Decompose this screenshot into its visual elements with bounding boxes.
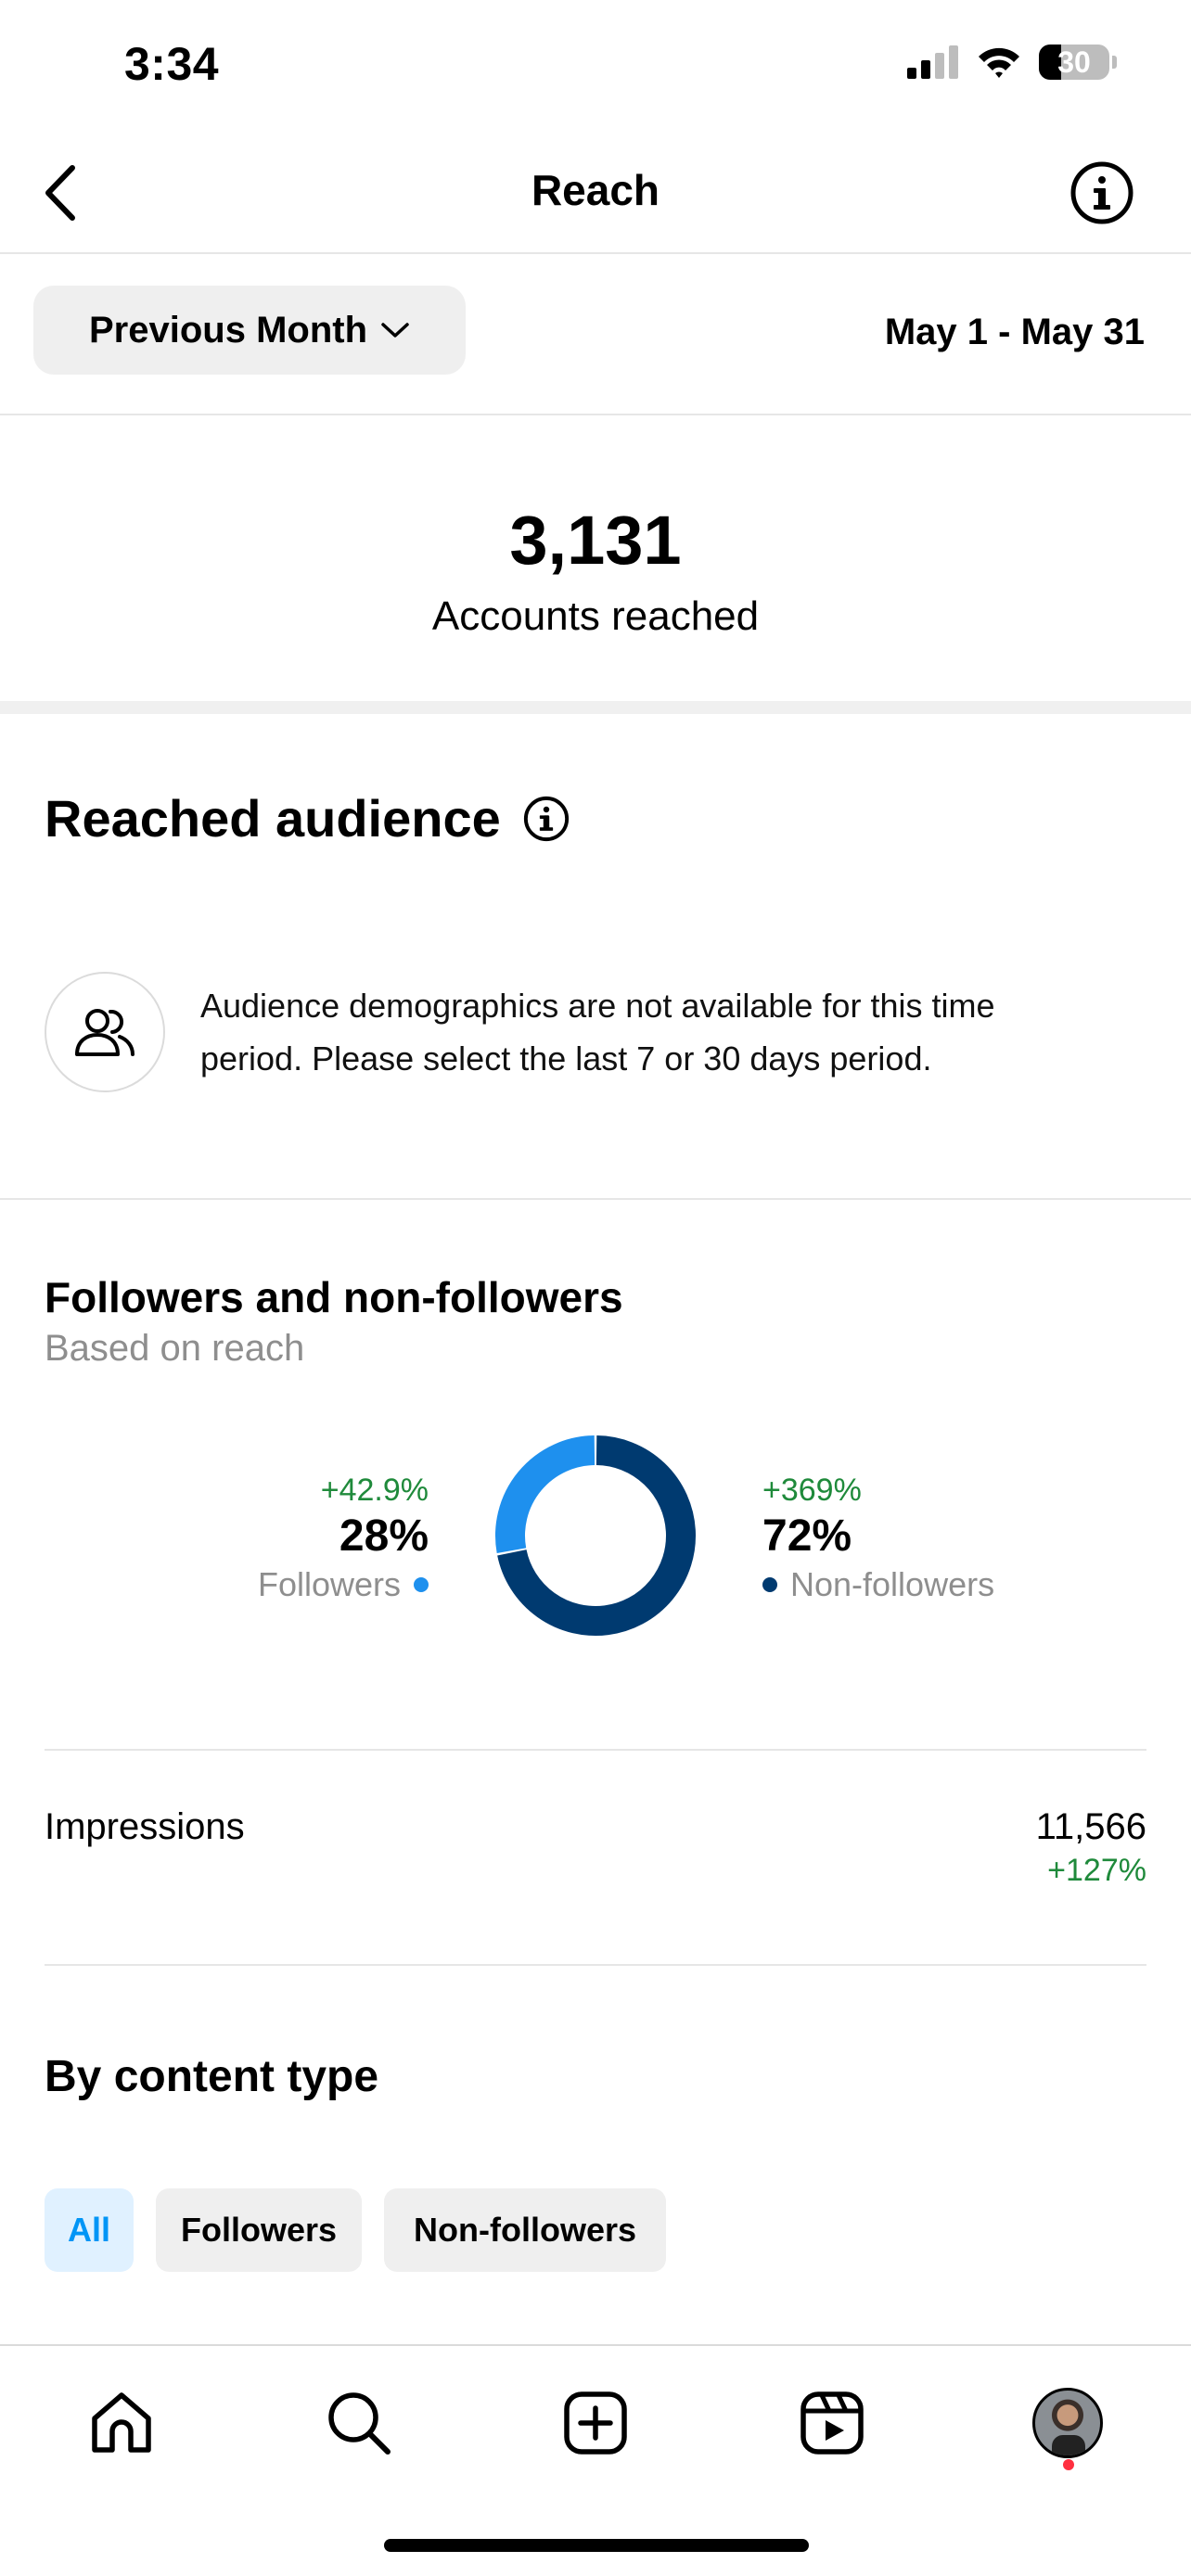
people-icon <box>75 1009 134 1056</box>
wifi-icon <box>979 47 1019 78</box>
followers-percent: 28% <box>339 1511 429 1561</box>
followers-section-caption: Based on reach <box>45 1328 305 1369</box>
audience-icon-circle <box>45 972 165 1092</box>
donut-slice-non-followers <box>497 1435 696 1636</box>
followers-dot <box>414 1577 429 1592</box>
info-icon[interactable] <box>523 796 570 842</box>
reach-donut-chart <box>495 1435 696 1636</box>
donut-slice-followers <box>495 1435 596 1553</box>
create-icon <box>564 2391 627 2455</box>
non-followers-stat: +369% 72% Non-followers <box>762 1473 1133 1604</box>
reels-icon <box>800 2391 864 2455</box>
chip-all[interactable]: All <box>45 2188 134 2272</box>
notification-dot <box>1063 2459 1074 2470</box>
profile-avatar <box>1032 2388 1103 2458</box>
battery-icon: 30 <box>1039 45 1109 80</box>
tab-home[interactable] <box>80 2381 163 2465</box>
impressions-divider <box>45 1749 1146 1751</box>
non-followers-percent: 72% <box>762 1511 852 1561</box>
bottom-tab-bar <box>0 2344 1191 2576</box>
impressions-value: 11,566 <box>1035 1806 1146 1847</box>
tab-create[interactable] <box>554 2381 637 2465</box>
search-icon <box>328 2392 391 2455</box>
battery-level: 30 <box>1057 45 1091 79</box>
tab-reels[interactable] <box>790 2381 874 2465</box>
info-button[interactable] <box>1067 158 1137 228</box>
home-indicator <box>384 2539 809 2552</box>
section-divider <box>0 701 1191 714</box>
impressions-label: Impressions <box>45 1806 245 1847</box>
followers-stat: +42.9% 28% Followers <box>148 1473 429 1604</box>
chip-followers[interactable]: Followers <box>156 2188 362 2272</box>
followers-legend: Followers <box>148 1565 429 1604</box>
reached-audience-title: Reached audience <box>45 789 501 848</box>
header-divider <box>0 252 1191 254</box>
home-icon <box>92 2392 151 2453</box>
content-divider <box>45 1964 1146 1966</box>
status-time: 3:34 <box>124 38 220 90</box>
signal-icon <box>907 45 958 79</box>
date-range: May 1 - May 31 <box>884 312 1145 352</box>
followers-section-title: Followers and non-followers <box>45 1273 623 1321</box>
non-followers-legend: Non-followers <box>762 1565 1133 1604</box>
chip-non-followers[interactable]: Non-followers <box>384 2188 666 2272</box>
impressions-change: +127% <box>1047 1853 1146 1888</box>
non-followers-dot <box>762 1577 777 1592</box>
content-type-title: By content type <box>45 2052 379 2101</box>
followers-change: +42.9% <box>320 1473 429 1508</box>
info-icon <box>1070 161 1133 224</box>
accounts-reached-count: 3,131 <box>509 502 682 579</box>
accounts-reached-label: Accounts reached <box>431 593 760 639</box>
page-title: Reach <box>531 166 660 214</box>
chevron-down-icon <box>381 323 409 338</box>
period-dropdown[interactable]: Previous Month <box>33 286 466 375</box>
period-label: Previous Month <box>88 309 368 351</box>
followers-label: Followers <box>257 1565 401 1603</box>
tab-search[interactable] <box>317 2381 401 2465</box>
chevron-left-icon <box>45 165 75 221</box>
filter-divider <box>0 414 1191 415</box>
audience-divider <box>0 1198 1191 1200</box>
status-icons: 30 <box>905 45 1117 80</box>
back-button[interactable] <box>32 156 87 230</box>
non-followers-label: Non-followers <box>790 1565 995 1603</box>
tab-profile[interactable] <box>1026 2381 1109 2465</box>
audience-unavailable-message: Audience demographics are not available … <box>200 987 995 1078</box>
reached-audience-header: Reached audience <box>45 788 570 848</box>
non-followers-change: +369% <box>762 1473 862 1508</box>
